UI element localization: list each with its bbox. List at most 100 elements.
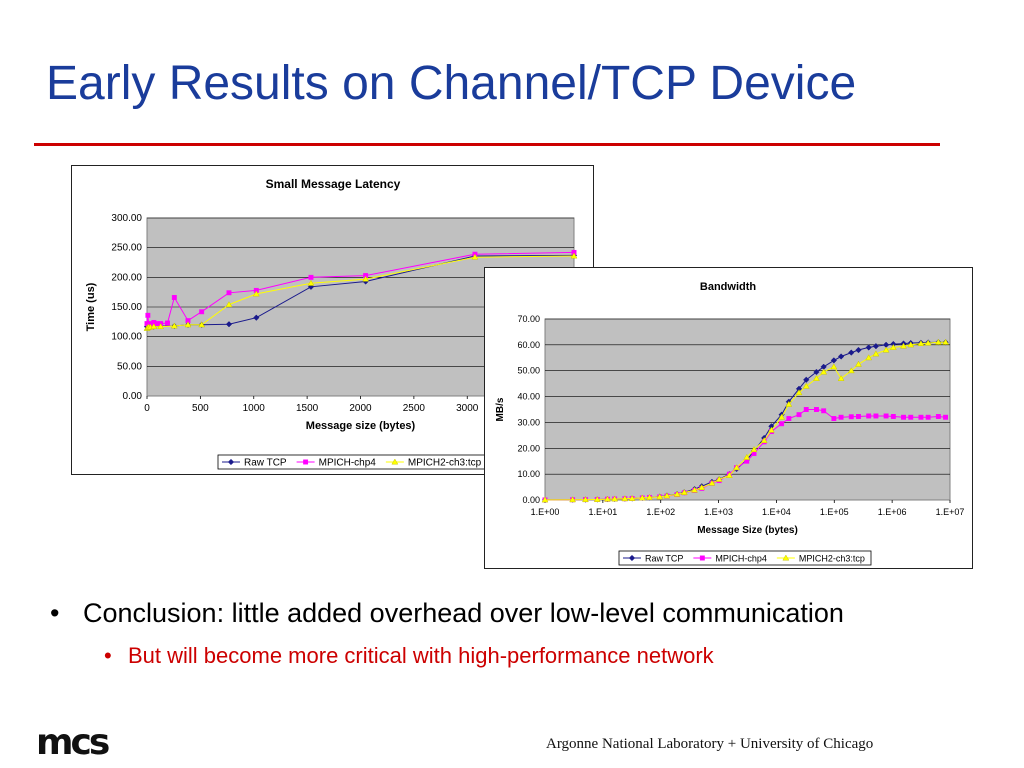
footer-affiliation: Argonne National Laboratory + University… [546,736,874,752]
y-axis-label: MB/s [495,397,506,421]
data-point [830,357,838,364]
y-tick-label: 60.00 [517,340,540,350]
data-point [907,341,915,348]
x-tick-label: 1.E+02 [646,507,675,517]
data-point [145,312,151,318]
y-tick-label: 20.00 [517,443,540,453]
x-tick-label: 1.E+03 [704,507,733,517]
data-point [680,489,688,495]
data-point [750,446,758,453]
slide-title: Early Results on Channel/TCP Device [46,57,857,110]
data-point [157,323,165,330]
data-point [795,389,803,396]
x-tick-label: 1.E+04 [762,507,791,517]
data-point [199,309,205,315]
data-point [918,414,924,420]
data-point [715,475,723,482]
sub-bullet-text: But will become more critical with high-… [128,643,714,668]
data-point [883,413,889,419]
data-point [813,374,820,381]
y-tick-label: 200.00 [111,272,142,283]
legend-marker [782,554,790,561]
data-point [733,464,741,471]
plot-area [544,318,951,501]
data-point [778,413,786,420]
data-point [872,350,880,357]
data-point [848,414,854,420]
x-tick-label: 1500 [296,403,319,414]
data-point [663,492,671,499]
bullet-dot: • [50,598,60,628]
data-point [743,453,751,460]
data-point [698,484,706,491]
data-point [725,471,733,478]
data-point [471,253,479,260]
data-point [796,412,802,418]
y-tick-label: 300.00 [111,213,142,224]
y-tick-label: 10.00 [517,469,540,479]
legend-label: Raw TCP [244,458,287,469]
legend-marker [628,554,636,562]
data-point [831,416,837,422]
data-point [307,279,315,286]
data-point [901,414,906,420]
y-tick-label: 70.00 [517,314,540,324]
y-tick-label: 250.00 [111,243,142,254]
data-point [942,338,950,345]
y-tick-label: 40.00 [517,392,540,402]
data-point [865,354,873,361]
data-point [924,339,932,346]
data-point [872,342,880,350]
data-point [646,493,653,500]
data-point [803,407,809,412]
data-point [253,314,260,321]
data-point [362,275,370,282]
data-point [802,382,810,389]
y-axis-label: Time (us) [85,282,97,331]
data-point [785,400,793,407]
data-point [882,346,890,353]
data-point [856,414,861,419]
data-point [252,290,260,297]
y-tick-label: 30.00 [517,417,540,427]
bandwidth-chart-canvas: 0.00 10.00 20.00 30.00 40.00 50.00 60.00 70.00 1… [495,281,964,566]
legend-marker [227,458,235,466]
data-point [813,407,819,412]
legend-label: MPICH2-ch3:tcp [408,458,482,469]
data-point [855,360,862,367]
x-tick-label: 2500 [403,403,426,414]
data-point [569,496,577,503]
y-tick-label: 50.00 [517,366,540,376]
data-point [779,421,785,427]
data-point [570,252,578,259]
legend-label: Raw TCP [645,554,683,564]
legend-label: MPICH-chp4 [319,458,377,469]
data-point [838,414,844,420]
data-point [855,346,862,354]
chart-title: Bandwidth [700,281,756,293]
x-axis-label: Message size (bytes) [306,420,416,432]
data-point [611,495,619,502]
data-point [165,320,170,326]
data-point [943,414,949,420]
legend-marker [303,459,309,465]
data-point [925,414,931,420]
data-point [866,413,872,419]
data-point [184,321,192,328]
data-point [935,414,941,419]
data-point [225,301,233,308]
x-tick-label: 0 [144,403,150,414]
bandwidth-chart: 0.00 10.00 20.00 30.00 40.00 50.00 60.00 70.00 1… [484,267,973,569]
data-point [865,344,872,351]
y-tick-label: 100.00 [111,332,142,343]
data-point [170,322,178,329]
data-point [708,479,716,486]
data-point [848,349,855,356]
x-axis-label: Message Size (bytes) [697,525,798,536]
x-tick-label: 1.E+00 [531,507,560,517]
data-point [150,323,158,330]
data-point [673,490,681,497]
y-tick-label: 50.00 [117,361,142,372]
sub-bullet-dot: • [104,643,112,668]
data-point [621,495,629,502]
